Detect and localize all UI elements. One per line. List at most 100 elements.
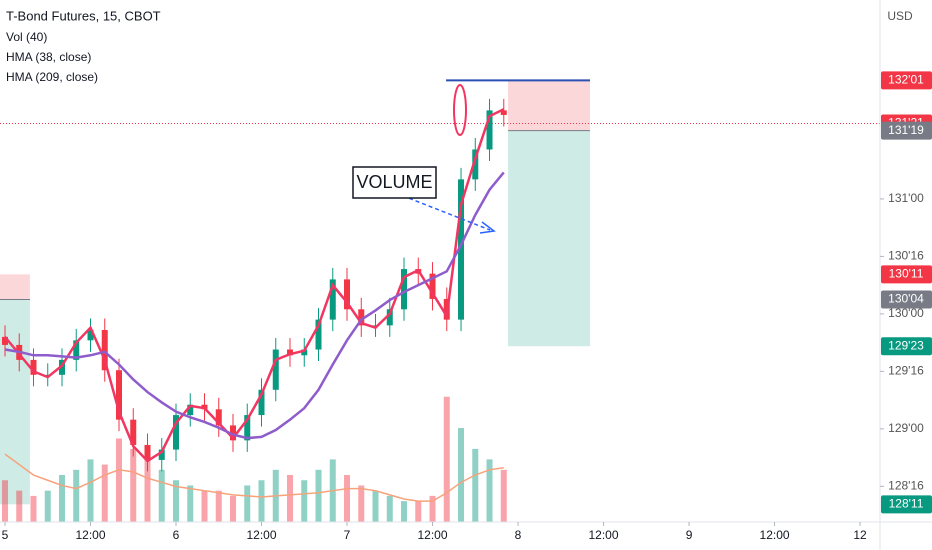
- volume-bar: [244, 485, 251, 522]
- candle-body: [401, 269, 408, 310]
- candle-body: [87, 329, 94, 341]
- x-tick-label: 6: [173, 528, 180, 542]
- x-tick-label: 12:00: [246, 528, 276, 542]
- candle-body: [287, 349, 294, 356]
- arrow: [382, 187, 491, 231]
- legend-hma209: HMA (209, close): [6, 70, 98, 84]
- x-tick-label: 8: [515, 528, 522, 542]
- volume-bar: [386, 495, 393, 522]
- volume-bar: [144, 459, 151, 522]
- volume-bar: [372, 490, 379, 522]
- hma-line: [4, 171, 505, 440]
- price-label: 131'19: [888, 123, 924, 137]
- y-tick-label: 131'00: [888, 191, 924, 205]
- candle-body: [258, 389, 265, 416]
- price-label: 130'11: [889, 267, 924, 281]
- y-tick-label: 130'00: [888, 306, 924, 320]
- volume-bar: [16, 490, 23, 522]
- volume-bar: [44, 490, 51, 522]
- x-tick-label: 12:00: [418, 528, 448, 542]
- candle-body: [458, 179, 465, 320]
- position-target: [508, 80, 590, 131]
- volume-bar: [115, 438, 122, 522]
- candle-body: [58, 359, 65, 375]
- candle-body: [101, 329, 108, 371]
- candle-body: [187, 404, 194, 416]
- volume-bar: [429, 495, 436, 522]
- candle-body: [1, 336, 8, 345]
- volume-bar: [73, 469, 80, 522]
- candle-body: [429, 273, 436, 299]
- volume-bar: [87, 459, 94, 522]
- candle-body: [44, 374, 51, 376]
- candle-body: [230, 425, 237, 441]
- x-tick-label: 9: [686, 528, 693, 542]
- price-label-box: [881, 495, 932, 514]
- volume-bar: [130, 448, 137, 522]
- price-label: 129'23: [888, 338, 924, 352]
- candle-body: [215, 409, 222, 426]
- volume-bar: [344, 475, 351, 522]
- chart-title: T-Bond Futures, 15, CBOT: [6, 8, 161, 23]
- volume-ma-line: [4, 453, 504, 502]
- price-label: 128'11: [889, 496, 924, 510]
- volume-bar: [358, 485, 365, 522]
- position-stop: [508, 130, 590, 347]
- y-tick-label: 129'00: [888, 421, 924, 435]
- volume-bar: [158, 469, 165, 522]
- hma-line: [4, 108, 505, 463]
- volume-bar: [443, 396, 450, 522]
- volume-bar: [1, 480, 8, 522]
- candle-body: [500, 110, 507, 115]
- y-tick-label: 128'16: [888, 479, 924, 493]
- price-label-box: [881, 337, 932, 356]
- highlight-ellipse: [453, 84, 467, 136]
- annotation-text: VOLUME: [356, 172, 432, 192]
- volume-bar: [230, 495, 237, 522]
- legend-hma38: HMA (38, close): [6, 50, 91, 64]
- price-label-box: [881, 71, 932, 90]
- volume-bar: [30, 495, 37, 522]
- plot: [0, 79, 880, 522]
- arrow-head: [479, 221, 496, 234]
- candle-body: [130, 419, 137, 445]
- price-label-box: [881, 265, 932, 284]
- candle-body: [329, 279, 336, 320]
- x-tick-label: 5: [2, 528, 9, 542]
- volume-bar: [187, 485, 194, 522]
- volume-bar: [101, 464, 108, 522]
- y-tick-label: 129'16: [888, 364, 924, 378]
- candle-body: [30, 359, 37, 375]
- volume-bar: [486, 459, 493, 522]
- volume-bar: [258, 480, 265, 522]
- candle-body: [344, 279, 351, 310]
- price-label-box: [881, 290, 932, 309]
- overlay: VOLUME: [352, 84, 496, 234]
- volume-bar: [173, 480, 179, 522]
- annotation-box: [352, 166, 437, 199]
- x-tick-label: 12:00: [75, 528, 105, 542]
- candle-body: [315, 319, 322, 350]
- volume-bar: [500, 469, 507, 522]
- legend-volume: Vol (40): [6, 30, 47, 44]
- candle-body: [301, 349, 308, 356]
- volume-bar: [458, 428, 465, 522]
- candle-body: [386, 309, 393, 326]
- volume-bar: [215, 490, 222, 522]
- x-tick-label: 7: [344, 528, 351, 542]
- candle-body: [486, 110, 493, 150]
- volume-bar: [58, 475, 65, 522]
- position-target: [0, 274, 30, 300]
- volume-bar: [415, 501, 422, 522]
- x-tick-label: 12:00: [760, 528, 790, 542]
- volume-bar: [401, 501, 408, 522]
- volume-bar: [301, 480, 308, 522]
- volume-bar: [315, 469, 322, 522]
- currency: USD: [887, 9, 913, 23]
- volume-bar: [201, 490, 208, 522]
- candle-body: [115, 370, 122, 420]
- volume-bar: [287, 475, 294, 522]
- candle-body: [272, 349, 279, 390]
- price-label-box: [881, 121, 932, 140]
